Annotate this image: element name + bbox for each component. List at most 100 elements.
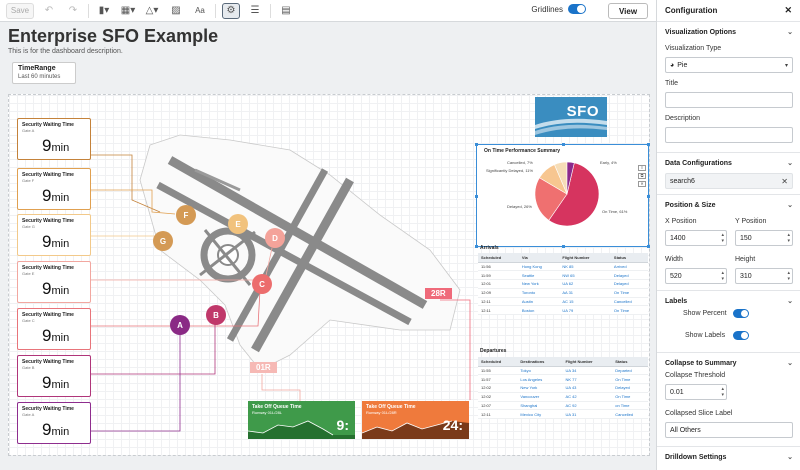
menu-icon[interactable]: ≡ <box>638 165 646 171</box>
column-header[interactable]: Flight Number <box>559 253 611 263</box>
close-icon: ✕ <box>781 176 788 186</box>
add-text-icon[interactable]: Aa <box>195 6 205 15</box>
section-position-size[interactable]: Position & Size ⌄ <box>665 201 793 210</box>
y-position-input[interactable]: 150 ▴ ▾ <box>735 230 793 246</box>
table-row[interactable]: 12:11 Austin AC 15 Cancelled <box>478 297 648 307</box>
column-header[interactable]: Scheduled <box>478 253 519 263</box>
resize-handle[interactable] <box>475 245 478 248</box>
gate-marker-e[interactable]: E <box>228 214 248 234</box>
gate-marker-a[interactable]: A <box>170 315 190 335</box>
section-labels[interactable]: Labels ⌄ <box>665 297 793 306</box>
show-labels-toggle[interactable] <box>733 331 749 340</box>
delete-icon[interactable]: ✕ <box>638 181 646 187</box>
security-wait-card[interactable]: Security Waiting Time Gate E 9min <box>17 261 91 303</box>
card-gate: Gate A <box>22 412 35 417</box>
security-wait-card[interactable]: Security Waiting Time Gate B 9min <box>17 355 91 397</box>
view-button[interactable]: View <box>608 3 648 19</box>
resize-handle[interactable] <box>475 195 478 198</box>
resize-handle[interactable] <box>562 245 565 248</box>
column-header[interactable]: Scheduled <box>478 357 518 367</box>
add-shape-icon[interactable]: △▾ <box>145 5 159 16</box>
security-wait-card[interactable]: Security Waiting Time Gate G 9min <box>17 214 91 256</box>
pie-chart-panel[interactable]: On Time Performance Summary ≡ ⧉ ✕ On Tim… <box>475 143 650 248</box>
close-icon[interactable]: ✕ <box>784 5 792 15</box>
section-visualization-options[interactable]: Visualization Options ⌄ <box>665 28 793 37</box>
takeoff-queue-card[interactable]: Take Off Queue Time Runway 01L/28L 9: <box>248 401 355 439</box>
show-percent-toggle[interactable] <box>733 309 749 318</box>
add-image-icon[interactable]: ▨ <box>171 5 181 16</box>
stepper-icon: ▴ ▾ <box>721 270 724 282</box>
card-value: 9min <box>42 136 70 155</box>
pie-chart <box>534 161 600 227</box>
column-header[interactable]: Flight Number <box>562 357 613 367</box>
section-drilldown-settings[interactable]: Drilldown Settings ⌄ <box>665 453 793 462</box>
sfo-logo: SFO <box>535 97 607 137</box>
resize-handle[interactable] <box>647 143 650 146</box>
security-wait-card[interactable]: Security Waiting Time Gate F 9min <box>17 168 91 210</box>
table-row[interactable]: 12:09 Toronto AA 31 On Time <box>478 288 648 298</box>
table-row[interactable]: 12:11 Boston UA 79 On Time <box>478 305 648 316</box>
gate-marker-c[interactable]: C <box>252 274 272 294</box>
clone-icon[interactable]: ⧉ <box>638 173 646 179</box>
height-input[interactable]: 310 ▴ ▾ <box>735 268 793 284</box>
resize-handle[interactable] <box>562 143 565 146</box>
arrivals-title: Arrivals <box>480 245 499 251</box>
gate-marker-f[interactable]: F <box>176 205 196 225</box>
data-sources-icon[interactable]: ☰ <box>250 5 260 16</box>
save-button[interactable]: Save <box>6 2 34 19</box>
table-row[interactable]: 11:57 Los Angeles NK 77 On Time <box>478 374 648 385</box>
security-wait-card[interactable]: Security Waiting Time Gate C 9min <box>17 308 91 350</box>
security-wait-card[interactable]: Security Waiting Time Gate A 9min <box>17 402 91 444</box>
table-row[interactable]: 12:11 Mexico City UA 31 Cancelled <box>478 409 648 420</box>
resize-handle[interactable] <box>647 245 650 248</box>
source-code-icon[interactable]: ▤ <box>281 5 291 16</box>
gridlines-toggle[interactable] <box>568 4 586 14</box>
title-input[interactable] <box>665 92 793 108</box>
gear-icon[interactable]: ⚙ <box>222 2 240 19</box>
data-source-chip[interactable]: search6 ✕ <box>665 173 793 189</box>
cell: UA 79 <box>559 305 611 316</box>
add-chart-icon[interactable]: ▮▾ <box>98 5 110 16</box>
gate-marker-d[interactable]: D <box>265 228 285 248</box>
table-row[interactable]: 11:59 Seattle NW 65 Delayed <box>478 270 648 281</box>
pie-slice[interactable] <box>534 177 568 221</box>
table-row[interactable]: 11:56 Hong Kong NK 85 Arrived <box>478 262 648 272</box>
runway-label-01r[interactable]: 01R <box>250 362 277 373</box>
table-row[interactable]: 12:02 New York UA 43 Delayed <box>478 383 648 393</box>
timerange-input[interactable]: TimeRange Last 60 minutes <box>12 62 76 84</box>
section-data-configurations[interactable]: Data Configurations ⌄ <box>665 159 793 168</box>
table-row[interactable]: 12:02 Vancouver AC 42 On Time <box>478 392 648 402</box>
card-title: Security Waiting Time <box>22 265 74 271</box>
width-input[interactable]: 520 ▴ ▾ <box>665 268 727 284</box>
column-header[interactable]: Via <box>518 253 560 263</box>
pie-slice[interactable] <box>566 161 575 195</box>
card-value: 9min <box>42 232 70 251</box>
collapsed-slice-label-input[interactable]: All Others <box>665 422 793 438</box>
show-labels-label: Show Labels <box>685 332 726 339</box>
section-collapse-summary[interactable]: Collapse to Summary ⌄ <box>665 359 793 368</box>
description-input[interactable] <box>665 127 793 143</box>
column-header[interactable]: Status <box>612 357 648 367</box>
redo-icon[interactable]: ↷ <box>68 5 78 16</box>
table-row[interactable]: 11:55 Tokyo UA 34 Departed <box>478 366 648 376</box>
collapse-threshold-input[interactable]: 0.01 ▴ ▾ <box>665 384 727 400</box>
undo-icon[interactable]: ↶ <box>44 5 54 16</box>
column-header[interactable]: Destinations <box>517 357 563 367</box>
x-position-input[interactable]: 1400 ▴ ▾ <box>665 230 727 246</box>
table-row[interactable]: 12:07 Shanghai AC 92 on Time <box>478 401 648 411</box>
add-input-icon[interactable]: ▦▾ <box>120 5 136 16</box>
pie-slice[interactable] <box>548 162 600 227</box>
resize-handle[interactable] <box>647 195 650 198</box>
viz-type-select[interactable]: ◕ Pie ▾ <box>665 57 793 73</box>
gate-marker-g[interactable]: G <box>153 231 173 251</box>
description-label: Description <box>665 115 701 122</box>
card-subtitle: Runway 01L/28L <box>252 410 283 415</box>
resize-handle[interactable] <box>475 143 478 146</box>
runway-label-28r[interactable]: 28R <box>425 288 452 299</box>
takeoff-queue-card[interactable]: Take Off Queue Time Runway 01L/28R 24: <box>362 401 469 439</box>
security-wait-card[interactable]: Security Waiting Time Gate A 9min <box>17 118 91 160</box>
gate-marker-b[interactable]: B <box>206 305 226 325</box>
toolbar-divider <box>270 3 271 18</box>
column-header[interactable]: Status <box>610 253 648 263</box>
table-row[interactable]: 12:01 New York UA 62 Delayed <box>478 279 648 289</box>
